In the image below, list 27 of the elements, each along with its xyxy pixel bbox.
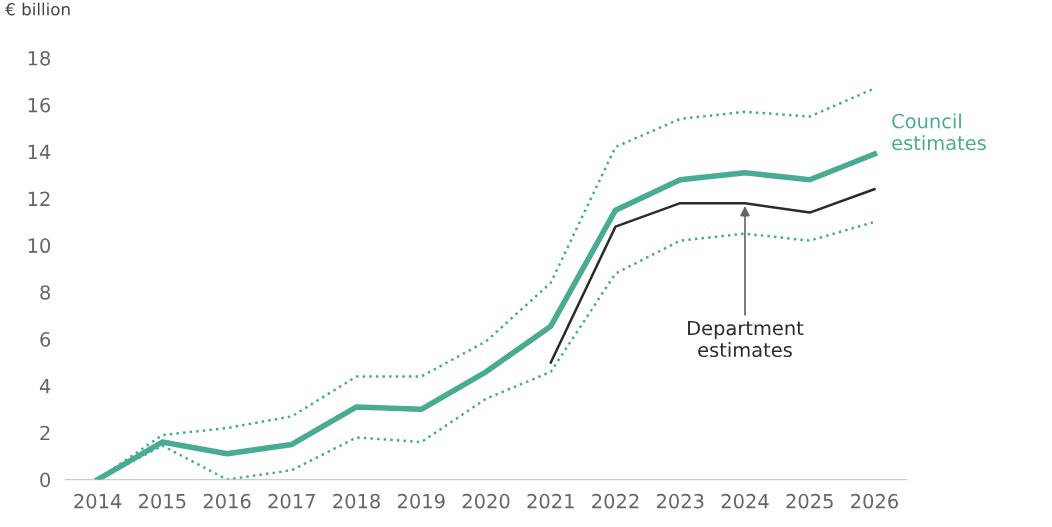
x-tick-label: 2021 — [527, 493, 574, 509]
line-series — [549, 187, 876, 364]
x-tick-label: 2020 — [462, 493, 510, 509]
x-tick-label: 2023 — [656, 493, 704, 509]
text: Department estimates — [688, 320, 804, 358]
y-tick-label: 10 — [28, 238, 51, 254]
y-tick-label: 16 — [28, 97, 51, 113]
x-tick-label: 2014 — [74, 493, 122, 509]
y-tick-label: 14 — [28, 144, 51, 160]
x-tick-label: 2025 — [786, 493, 833, 509]
series-label: Council estimates — [892, 113, 986, 151]
x-tick-label: 2024 — [721, 493, 769, 509]
y-axis-title: € billion — [5, 2, 70, 16]
y-tick-label: 8 — [40, 285, 50, 300]
x-tick-label: 2018 — [333, 493, 380, 509]
x-tick-label: 2016 — [203, 493, 251, 509]
y-tick-label: 18 — [28, 50, 50, 66]
x-tick-label: 2015 — [139, 493, 186, 509]
y-tick-label: 0 — [40, 472, 51, 488]
x-tick-label: 2022 — [592, 493, 639, 509]
x-tick-label: 2026 — [851, 493, 898, 509]
x-tick-label: 2017 — [268, 493, 315, 509]
y-tick-label: 12 — [28, 191, 50, 206]
y-tick-label: 4 — [39, 379, 51, 394]
y-tick-label: 6 — [40, 331, 51, 347]
y-tick-label: 2 — [40, 425, 50, 441]
x-tick-label: 2019 — [397, 493, 445, 509]
